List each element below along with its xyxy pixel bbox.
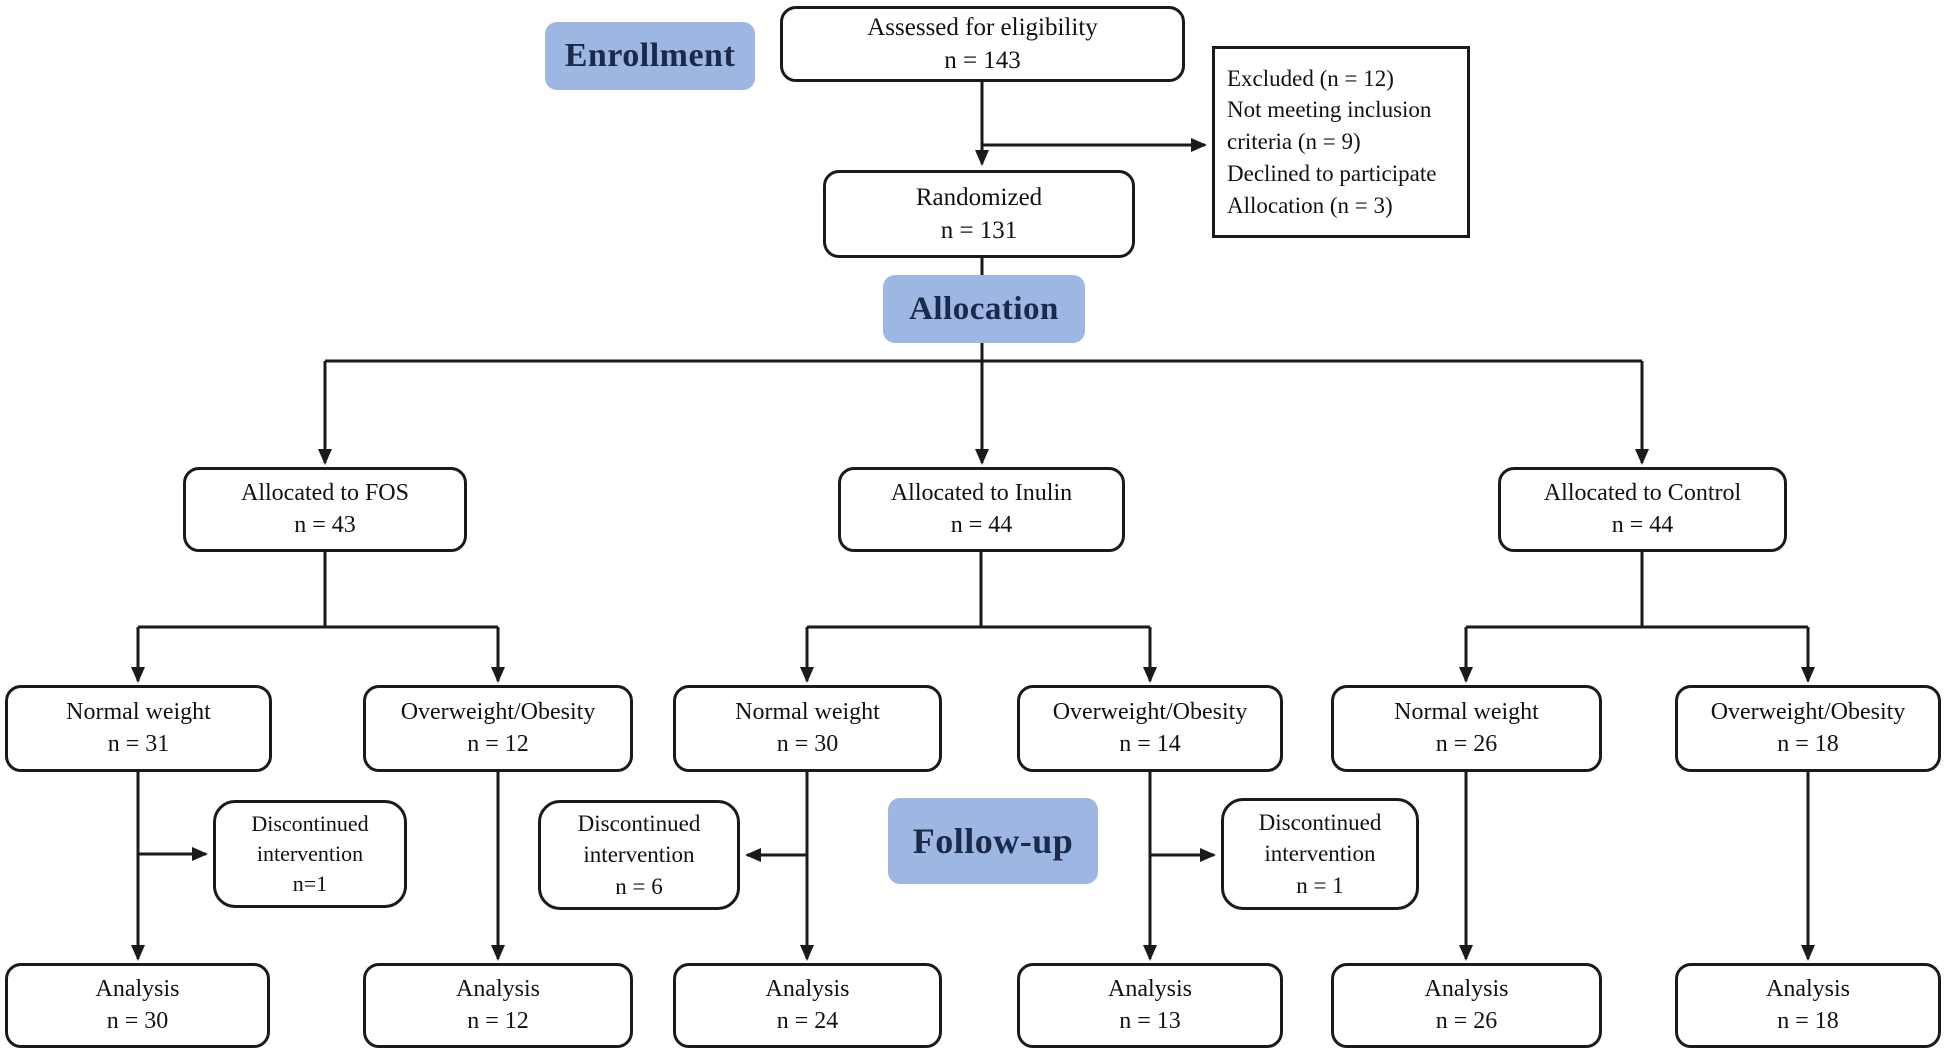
node-title: Analysis xyxy=(1424,975,1509,1002)
node-title: Overweight/Obesity xyxy=(1710,698,1906,725)
node-count: n = 18 xyxy=(1777,1007,1839,1034)
node-count: n = 14 xyxy=(1119,730,1181,757)
node-discontinued-control: Discontinued intervention n = 1 xyxy=(1221,798,1419,910)
node-inulin-overweight: Overweight/Obesity n = 14 xyxy=(1017,685,1283,772)
node-count: n = 44 xyxy=(950,511,1013,538)
node-title: Allocated to Inulin xyxy=(890,479,1073,506)
node-title: Randomized xyxy=(915,184,1043,211)
node-title: Normal weight xyxy=(735,698,880,725)
node-title: Normal weight xyxy=(66,698,211,725)
node-randomized: Randomized n = 131 xyxy=(823,170,1135,258)
node-count: n = 26 xyxy=(1435,730,1498,757)
node-analysis-fos-over: Analysis n = 12 xyxy=(363,963,633,1048)
node-discontinued-inulin: Discontinued intervention n = 6 xyxy=(538,800,740,910)
node-title: Allocated to Control xyxy=(1543,479,1742,506)
disc-line: Discontinued xyxy=(577,811,701,837)
node-title: Analysis xyxy=(456,975,540,1002)
node-allocated-fos: Allocated to FOS n = 43 xyxy=(183,467,467,552)
node-count: n = 44 xyxy=(1611,511,1674,538)
node-control-normal-weight: Normal weight n = 26 xyxy=(1331,685,1602,772)
disc-line: Discontinued xyxy=(251,811,369,837)
excluded-line: Allocation (n = 3) xyxy=(1227,192,1393,218)
disc-count: n = 1 xyxy=(1296,872,1344,898)
stage-label: Allocation xyxy=(909,290,1059,327)
node-analysis-control-normal: Analysis n = 26 xyxy=(1331,963,1602,1048)
node-control-overweight: Overweight/Obesity n = 18 xyxy=(1675,685,1941,772)
node-count: n = 30 xyxy=(776,730,839,757)
node-excluded: Excluded (n = 12) Not meeting inclusion … xyxy=(1212,46,1470,238)
excluded-line: Not meeting inclusion xyxy=(1227,97,1432,123)
stage-label: Enrollment xyxy=(564,37,736,74)
node-analysis-inulin-over: Analysis n = 13 xyxy=(1017,963,1283,1048)
node-count: n = 26 xyxy=(1435,1007,1498,1034)
node-fos-normal-weight: Normal weight n = 31 xyxy=(5,685,272,772)
node-analysis-control-over: Analysis n = 18 xyxy=(1675,963,1941,1048)
node-title: Normal weight xyxy=(1394,698,1539,725)
node-discontinued-fos: Discontinued intervention n=1 xyxy=(213,800,407,908)
node-title: Analysis xyxy=(1766,975,1850,1002)
node-count: n = 13 xyxy=(1119,1007,1181,1034)
node-assessed: Assessed for eligibility n = 143 xyxy=(780,6,1185,82)
disc-line: intervention xyxy=(1264,841,1376,867)
stage-label: Follow-up xyxy=(912,821,1074,861)
node-title: Analysis xyxy=(95,975,180,1002)
node-analysis-inulin-normal: Analysis n = 24 xyxy=(673,963,942,1048)
node-count: n = 131 xyxy=(940,217,1018,244)
node-title: Assessed for eligibility xyxy=(867,14,1098,41)
node-title: Overweight/Obesity xyxy=(1052,698,1248,725)
node-count: n = 18 xyxy=(1777,730,1839,757)
node-count: n = 31 xyxy=(107,730,170,757)
node-analysis-fos-normal: Analysis n = 30 xyxy=(5,963,270,1048)
node-inulin-normal-weight: Normal weight n = 30 xyxy=(673,685,942,772)
disc-line: intervention xyxy=(256,841,364,867)
stage-badge-allocation: Allocation xyxy=(883,275,1085,343)
stage-badge-enrollment: Enrollment xyxy=(545,22,755,90)
disc-count: n = 6 xyxy=(615,873,663,899)
node-count: n = 43 xyxy=(294,511,356,538)
stage-badge-followup: Follow-up xyxy=(888,798,1098,884)
node-title: Allocated to FOS xyxy=(241,479,409,506)
node-count: n = 24 xyxy=(776,1007,839,1034)
node-title: Analysis xyxy=(765,975,850,1002)
node-allocated-inulin: Allocated to Inulin n = 44 xyxy=(838,467,1125,552)
node-count: n = 143 xyxy=(944,47,1021,74)
disc-count: n=1 xyxy=(292,870,328,896)
node-count: n = 30 xyxy=(106,1007,169,1034)
excluded-line: criteria (n = 9) xyxy=(1227,129,1361,155)
node-count: n = 12 xyxy=(467,730,529,757)
node-title: Overweight/Obesity xyxy=(400,698,596,725)
node-fos-overweight: Overweight/Obesity n = 12 xyxy=(363,685,633,772)
excluded-line: Declined to participate xyxy=(1227,160,1437,186)
disc-line: Discontinued xyxy=(1258,810,1382,836)
excluded-line: Excluded (n = 12) xyxy=(1227,65,1394,91)
node-count: n = 12 xyxy=(467,1007,529,1034)
node-title: Analysis xyxy=(1108,975,1192,1002)
node-allocated-control: Allocated to Control n = 44 xyxy=(1498,467,1787,552)
disc-line: intervention xyxy=(583,842,695,868)
